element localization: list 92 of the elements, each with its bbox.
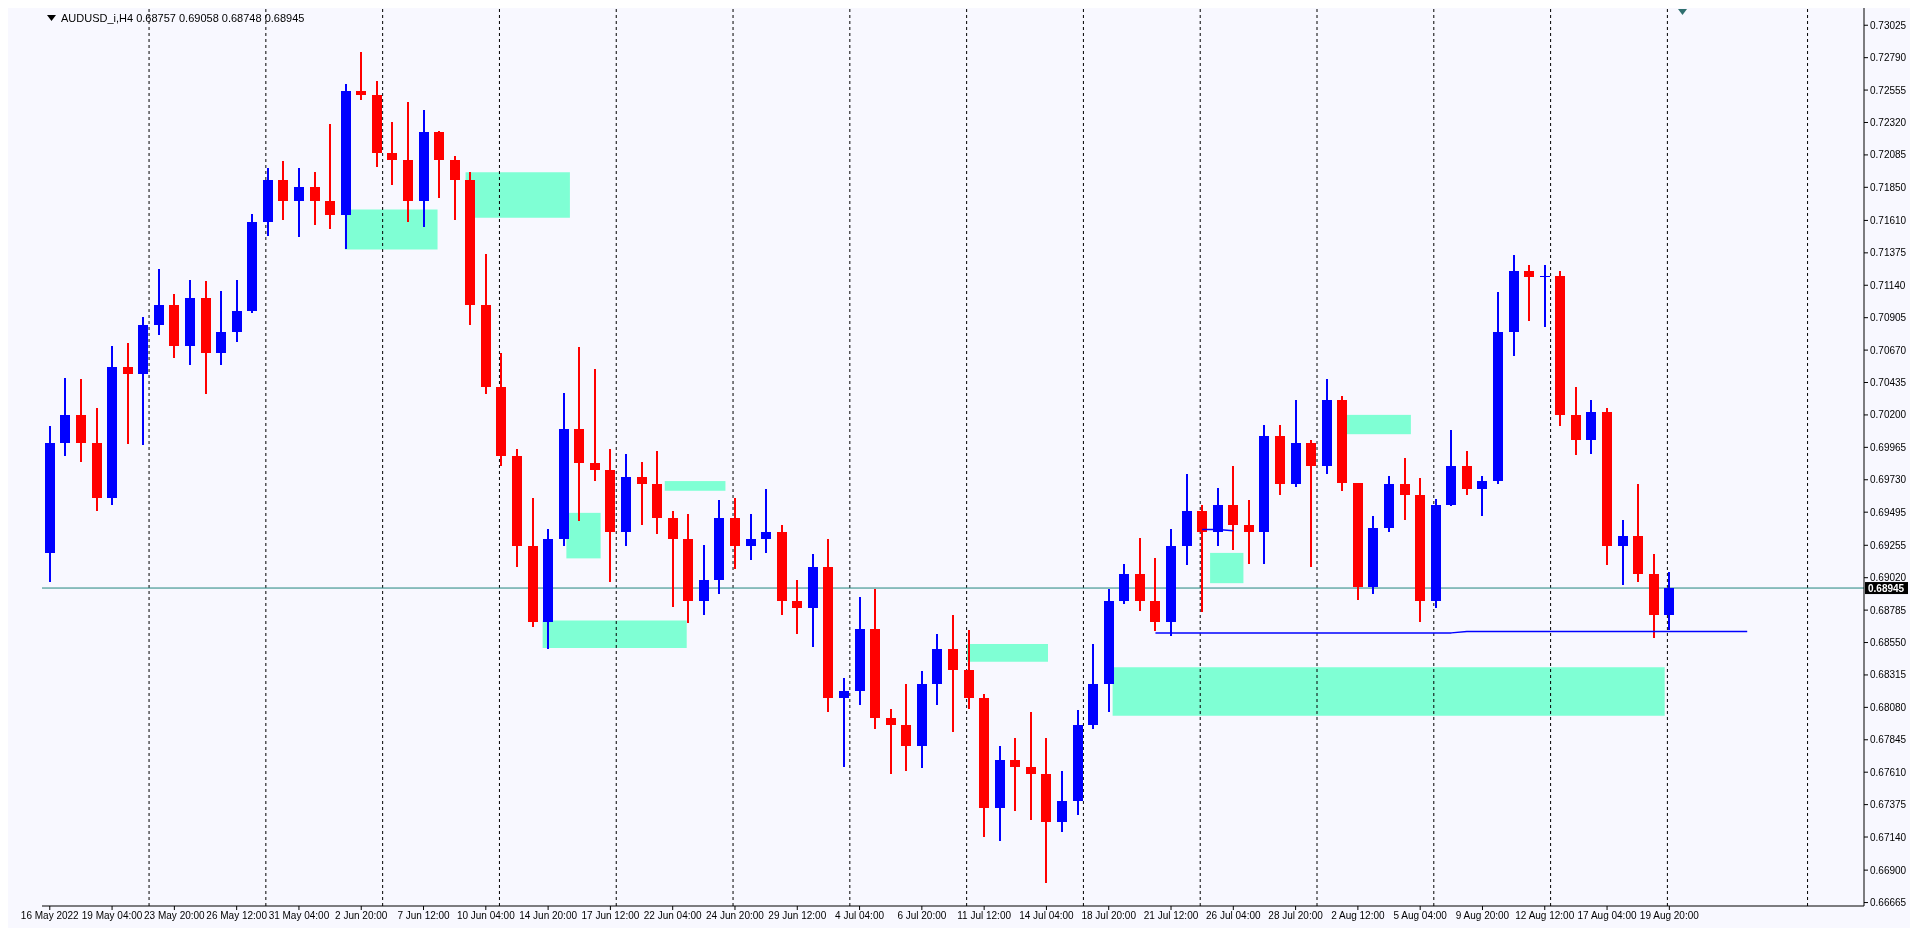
y-tick-label: 0.68080 [1870, 701, 1907, 713]
candlestick [1618, 518, 1628, 586]
candlestick [154, 267, 164, 336]
candlestick [1244, 499, 1254, 565]
x-tick-label: 17 Jun 12:00 [581, 910, 640, 922]
y-tick-label: 0.66900 [1870, 864, 1907, 876]
candlestick [1462, 449, 1472, 496]
y-tick-label: 0.67610 [1870, 766, 1907, 778]
candlestick [901, 682, 911, 772]
x-tick-label: 24 Jun 20:00 [706, 910, 765, 922]
y-tick-label: 0.66665 [1870, 897, 1907, 909]
candlestick [310, 171, 320, 226]
candlestick [1228, 464, 1238, 552]
candlestick [746, 513, 756, 561]
x-tick-label: 19 Aug 20:00 [1639, 910, 1700, 922]
candlestick [699, 543, 709, 616]
y-tick-label: 0.67375 [1870, 799, 1907, 811]
candlestick [761, 488, 771, 554]
candlestick [387, 121, 397, 186]
y-tick-label: 0.71610 [1870, 214, 1907, 226]
y-tick-label: 0.70200 [1870, 409, 1907, 421]
x-tick-label: 31 May 04:00 [268, 910, 330, 922]
x-tick-label: 5 Aug 04:00 [1393, 910, 1448, 922]
candlestick [232, 278, 242, 343]
y-tick-label: 0.72790 [1870, 52, 1907, 64]
ref-line-label: 0.68945 [1868, 583, 1905, 595]
x-tick-label: 4 Jul 04:00 [835, 910, 885, 922]
x-tick-label: 11 Jul 12:00 [957, 910, 1012, 922]
candlestick [450, 154, 460, 222]
candlestick [216, 289, 226, 367]
y-tick-label: 0.70670 [1870, 344, 1907, 356]
x-tick-label: 12 Aug 12:00 [1515, 910, 1575, 922]
y-tick-label: 0.68550 [1870, 637, 1907, 649]
y-tick-label: 0.72555 [1870, 84, 1907, 96]
y-tick-label: 0.71375 [1870, 247, 1907, 259]
x-tick-label: 29 Jun 12:00 [768, 910, 827, 922]
x-tick-label: 26 May 12:00 [206, 910, 268, 922]
candlestick [325, 122, 335, 230]
x-tick-label: 28 Jul 20:00 [1268, 910, 1324, 922]
candlestick [123, 342, 133, 445]
x-tick-label: 14 Jun 20:00 [519, 910, 578, 922]
candlestick [668, 510, 678, 608]
y-tick-label: 0.71140 [1870, 279, 1906, 291]
x-tick-label: 18 Jul 20:00 [1081, 910, 1137, 922]
y-tick-label: 0.68315 [1870, 669, 1907, 681]
candlestick [1477, 474, 1487, 517]
y-tick-label: 0.67845 [1870, 734, 1907, 746]
candlestick [839, 677, 849, 768]
candlestick [278, 160, 288, 222]
candlestick [1197, 503, 1207, 614]
x-tick-label: 23 May 20:00 [144, 910, 206, 922]
candlestick [1524, 263, 1534, 323]
y-tick-label: 0.72320 [1870, 117, 1907, 129]
x-tick-label: 2 Jun 20:00 [335, 910, 388, 922]
candlestick [294, 167, 304, 238]
y-tick-label: 0.71850 [1870, 181, 1907, 193]
y-tick-label: 0.69730 [1870, 474, 1907, 486]
x-tick-label: 22 Jun 04:00 [643, 910, 703, 922]
x-tick-label: 16 May 2022 [20, 910, 80, 922]
candlestick [637, 460, 647, 527]
y-tick-label: 0.70435 [1870, 377, 1907, 389]
x-tick-label: 10 Jun 04:00 [456, 910, 516, 922]
y-tick-label: 0.69255 [1870, 539, 1907, 551]
candlestick [792, 579, 802, 636]
y-tick-label: 0.67140 [1870, 831, 1907, 843]
y-tick-label: 0.69020 [1870, 572, 1907, 584]
y-tick-label: 0.73025 [1870, 19, 1907, 31]
candlestick [1150, 557, 1160, 633]
x-tick-label: 7 Jun 12:00 [397, 910, 451, 922]
x-tick-label: 9 Aug 20:00 [1455, 910, 1510, 922]
candlestick [1026, 710, 1036, 822]
x-tick-label: 19 May 04:00 [81, 910, 143, 922]
y-tick-label: 0.68785 [1870, 604, 1907, 616]
candlestick [1306, 438, 1316, 568]
candlestick [1057, 769, 1067, 833]
candlestick [948, 613, 958, 734]
x-tick-label: 21 Jul 12:00 [1143, 910, 1199, 922]
y-tick-label: 0.70905 [1870, 312, 1907, 324]
x-tick-label: 26 Jul 04:00 [1206, 910, 1261, 922]
candlestick [590, 368, 600, 483]
candlestick [1010, 736, 1020, 812]
candlestick [886, 707, 896, 775]
chart-title: AUDUSD_i,H4 0.68757 0.69058 0.68748 0.68945 [61, 12, 305, 24]
x-tick-label: 2 Aug 12:00 [1331, 910, 1386, 922]
candlestick [1400, 456, 1410, 521]
x-tick-label: 6 Jul 20:00 [897, 910, 947, 922]
y-tick-label: 0.69965 [1870, 441, 1907, 453]
y-tick-label: 0.69495 [1870, 506, 1907, 518]
x-tick-label: 17 Aug 04:00 [1577, 910, 1637, 922]
x-tick-label: 14 Jul 04:00 [1019, 910, 1075, 922]
y-tick-label: 0.72085 [1870, 149, 1907, 161]
candlestick [356, 51, 366, 102]
